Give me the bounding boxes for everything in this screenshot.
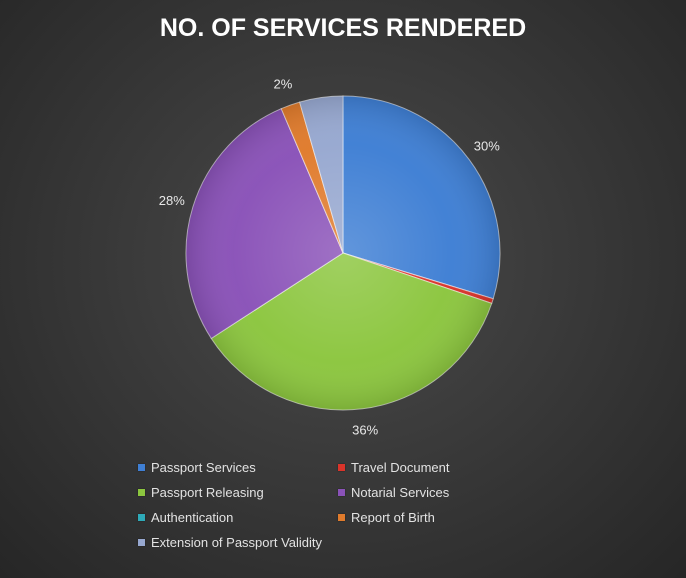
legend-label-authentication: Authentication xyxy=(151,510,234,525)
legend-swatch-passport-releasing xyxy=(138,489,145,496)
legend-label-notarial-services: Notarial Services xyxy=(351,485,450,500)
legend-item-authentication: Authentication xyxy=(138,508,338,527)
legend-item-passport-releasing: Passport Releasing xyxy=(138,483,338,502)
legend-item-passport-services: Passport Services xyxy=(138,458,338,477)
data-label-passport-releasing: 36% xyxy=(352,423,378,438)
legend: Passport Services Travel Document Passport… xyxy=(138,458,538,552)
legend-swatch-report-of-birth xyxy=(338,514,345,521)
legend-swatch-extension-of-passport-validity xyxy=(138,539,145,546)
legend-item-report-of-birth: Report of Birth xyxy=(338,508,538,527)
pie-slices xyxy=(185,95,501,411)
chart-title: NO. OF SERVICES RENDERED xyxy=(159,14,527,42)
legend-label-passport-releasing: Passport Releasing xyxy=(151,485,264,500)
legend-item-travel-document: Travel Document xyxy=(338,458,538,477)
legend-swatch-passport-services xyxy=(138,464,145,471)
legend-swatch-authentication xyxy=(138,514,145,521)
legend-label-report-of-birth: Report of Birth xyxy=(351,510,435,525)
data-label-passport-services: 30% xyxy=(474,138,500,153)
legend-item-extension-of-passport-validity: Extension of Passport Validity xyxy=(138,533,338,552)
data-label-report-of-birth: 2% xyxy=(274,76,293,91)
pie-data-labels: 30% 36% 28% 2% xyxy=(159,76,500,437)
data-label-notarial-services: 28% xyxy=(159,193,185,208)
legend-swatch-travel-document xyxy=(338,464,345,471)
legend-label-travel-document: Travel Document xyxy=(351,460,450,475)
legend-label-passport-services: Passport Services xyxy=(151,460,256,475)
legend-item-notarial-services: Notarial Services xyxy=(338,483,538,502)
legend-label-extension-of-passport-validity: Extension of Passport Validity xyxy=(151,535,323,550)
legend-swatch-notarial-services xyxy=(338,489,345,496)
